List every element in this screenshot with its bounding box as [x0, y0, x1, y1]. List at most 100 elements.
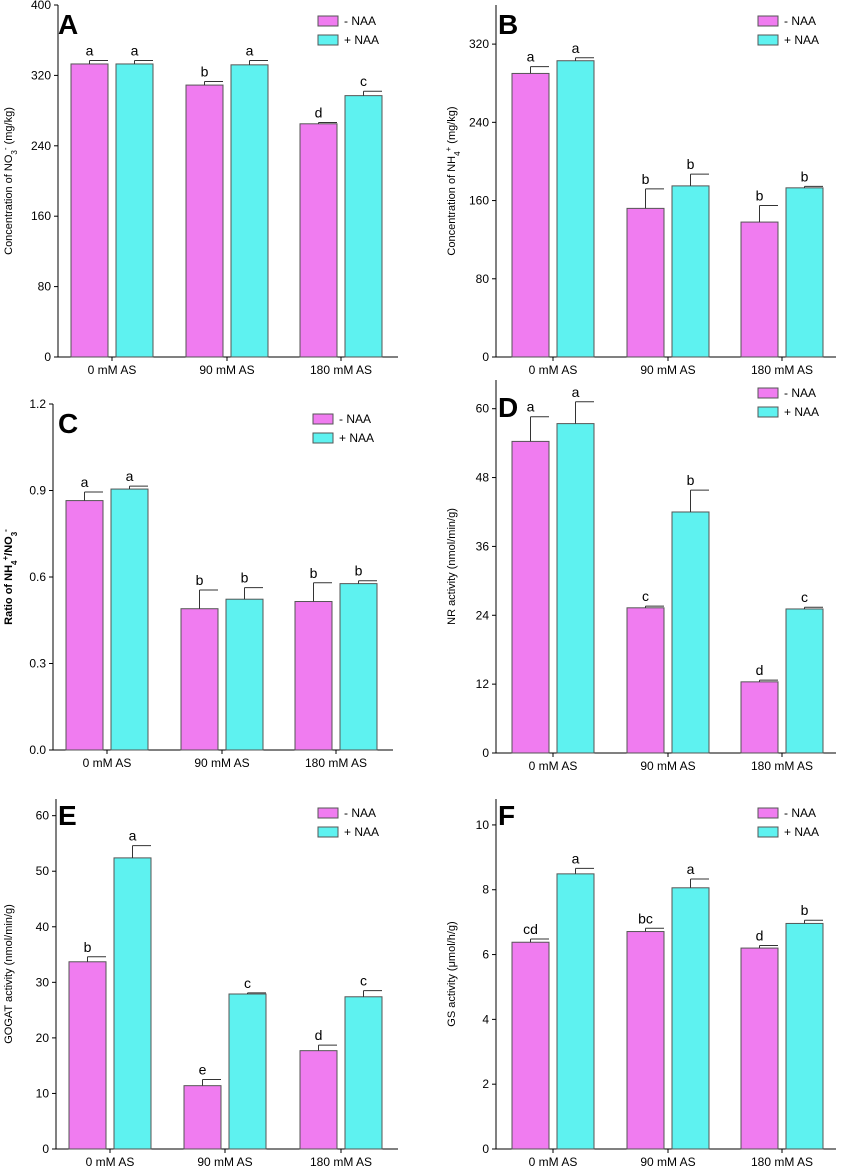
- significance-letter: a: [572, 40, 580, 56]
- x-category-label: 180 mM AS: [751, 1155, 813, 1169]
- y-tick-label: 80: [38, 280, 52, 294]
- bar-minus-naa: [626, 207, 665, 358]
- y-axis-title-part: Concentration of NH: [446, 156, 458, 256]
- y-axis-title: Ratio of NH4+/NO3-: [1, 529, 19, 625]
- bar-minus-naa: [626, 607, 665, 754]
- significance-letter: b: [801, 902, 809, 918]
- y-tick-label: 0: [482, 746, 489, 760]
- y-axis-title-part: 4: [453, 151, 462, 156]
- significance-letter: a: [131, 42, 139, 58]
- panel-B: 0 80 160 240 320 Concentration of NH4+ (mg/kg…: [444, 5, 836, 377]
- y-tick-label: 0.3: [29, 657, 46, 671]
- bar-minus-naa: [65, 500, 104, 751]
- significance-letter: a: [81, 474, 89, 490]
- significance-letter: c: [642, 588, 649, 604]
- legend-label: + NAA: [784, 33, 819, 47]
- bar-plus-naa: [785, 608, 824, 754]
- y-axis-title-part: NR activity (nmol/min/g): [446, 508, 458, 625]
- bar-minus-naa: [183, 1085, 222, 1150]
- y-tick-label: 240: [469, 115, 489, 129]
- legend-label: - NAA: [784, 386, 816, 400]
- y-tick-label: 320: [469, 37, 489, 51]
- x-category-label: 180 mM AS: [305, 756, 367, 770]
- significance-letter: d: [315, 104, 323, 120]
- significance-letter: d: [756, 662, 764, 678]
- legend-swatch-plus-naa: [757, 34, 779, 46]
- y-axis-title-part: +: [444, 146, 453, 151]
- bar-minus-naa: [740, 681, 779, 754]
- y-tick-label: 2: [482, 1077, 489, 1091]
- significance-letter: c: [801, 589, 808, 605]
- bar-minus-naa: [740, 947, 779, 1150]
- significance-letter: a: [527, 399, 535, 415]
- legend-label: + NAA: [344, 825, 379, 839]
- x-category-label: 90 mM AS: [199, 363, 254, 377]
- y-axis-title: NR activity (nmol/min/g): [446, 508, 458, 625]
- panel-C: 0.0 0.3 0.6 0.9 1.2 Ratio of NH4+/NO3- a a 0 mM …: [1, 397, 393, 770]
- bar-minus-naa: [511, 72, 550, 358]
- legend-label: + NAA: [784, 825, 819, 839]
- significance-letter: d: [315, 1027, 323, 1043]
- y-tick-label: 60: [476, 402, 490, 416]
- legend-swatch-plus-naa: [317, 826, 339, 838]
- x-category-label: 90 mM AS: [640, 759, 695, 773]
- y-tick-label: 0: [42, 1142, 49, 1156]
- y-tick-label: 0.9: [29, 484, 46, 498]
- x-category-label: 90 mM AS: [197, 1155, 252, 1169]
- y-axis-title-part: 3: [10, 531, 19, 536]
- y-axis-title-part: Concentration of NO: [3, 154, 15, 255]
- legend-swatch-minus-naa: [757, 807, 779, 819]
- y-tick-label: 0: [44, 350, 51, 364]
- panel-letter: E: [58, 800, 77, 831]
- bar-minus-naa: [68, 961, 107, 1150]
- x-category-label: 180 mM AS: [310, 363, 372, 377]
- significance-letter: b: [687, 156, 695, 172]
- y-tick-label: 160: [31, 209, 51, 223]
- y-axis-title-part: /NO: [3, 536, 15, 556]
- y-tick-label: 40: [36, 920, 50, 934]
- legend-swatch-plus-naa: [312, 432, 334, 444]
- x-category-label: 90 mM AS: [640, 363, 695, 377]
- y-tick-label: 1.2: [29, 397, 46, 411]
- y-axis-title-part: Ratio of NH: [3, 565, 15, 625]
- legend-swatch-minus-naa: [317, 15, 339, 27]
- x-category-label: 90 mM AS: [640, 1155, 695, 1169]
- bar-plus-naa: [115, 63, 154, 358]
- y-axis-title-part: (mg/kg): [3, 107, 15, 147]
- bar-plus-naa: [785, 922, 824, 1150]
- significance-letter: b: [201, 64, 209, 80]
- bar-plus-naa: [339, 583, 378, 751]
- bar-plus-naa: [225, 598, 264, 751]
- bar-plus-naa: [785, 187, 824, 358]
- bar-minus-naa: [511, 941, 550, 1150]
- significance-letter: b: [642, 171, 650, 187]
- significance-letter: bc: [638, 910, 653, 926]
- y-tick-label: 0.6: [29, 570, 46, 584]
- panel-F: 0 2 4 6 8 10 GS activity (μmol/h/g) cd a 0 mM AS b…: [446, 799, 836, 1169]
- legend-swatch-plus-naa: [757, 406, 779, 418]
- bar-plus-naa: [671, 887, 710, 1150]
- y-axis-title-part: -: [1, 529, 10, 532]
- significance-letter: a: [527, 49, 535, 65]
- bar-minus-naa: [626, 931, 665, 1150]
- legend-swatch-minus-naa: [757, 15, 779, 27]
- significance-letter: a: [86, 42, 94, 58]
- significance-letter: b: [756, 187, 764, 203]
- panel-E: 0 10 20 30 40 50 60 GOGAT activity (nmol/min/g)…: [3, 799, 398, 1169]
- y-tick-label: 10: [476, 818, 490, 832]
- y-tick-label: 0.0: [29, 743, 46, 757]
- bar-plus-naa: [671, 511, 710, 754]
- y-axis-title-part: -: [1, 147, 10, 150]
- y-tick-label: 80: [476, 272, 490, 286]
- x-category-label: 180 mM AS: [751, 759, 813, 773]
- legend-label: + NAA: [344, 33, 379, 47]
- bar-plus-naa: [230, 64, 269, 358]
- bar-plus-naa: [671, 185, 710, 358]
- x-category-label: 0 mM AS: [86, 1155, 135, 1169]
- bar-minus-naa: [299, 123, 338, 358]
- panel-letter: B: [498, 9, 518, 40]
- legend-label: + NAA: [339, 431, 374, 445]
- y-tick-label: 6: [482, 948, 489, 962]
- y-tick-label: 0: [482, 1142, 489, 1156]
- x-category-label: 0 mM AS: [529, 363, 578, 377]
